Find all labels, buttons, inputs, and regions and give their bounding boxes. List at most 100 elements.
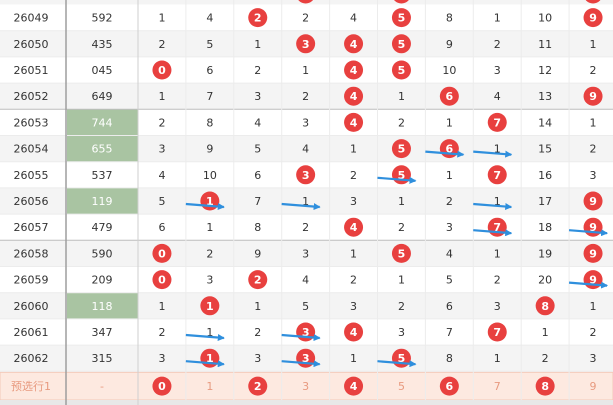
miss-count: 20: [538, 274, 552, 287]
miss-count: 3: [590, 169, 597, 182]
miss-count: 7: [206, 90, 213, 103]
predict-digit: 5: [398, 380, 405, 393]
predict-digit: 7: [494, 380, 501, 393]
ball-number: 4: [350, 38, 358, 51]
trend-arrow: [425, 150, 465, 158]
ball-number: 5: [398, 247, 406, 260]
row-background: [0, 240, 613, 267]
miss-count: 2: [254, 64, 261, 77]
period-label: 26051: [14, 64, 49, 77]
ball-marker: [152, 243, 172, 263]
miss-count: 1: [398, 90, 405, 103]
miss-count: 10: [442, 64, 456, 77]
ball-marker: [487, 165, 507, 185]
miss-count: 3: [158, 143, 165, 156]
ball-marker: [200, 296, 220, 316]
miss-count: 9: [254, 247, 261, 260]
miss-count: 2: [254, 326, 261, 339]
predict-ball-marker: [535, 376, 555, 396]
draw-number: 119: [92, 195, 113, 208]
ball-marker: [391, 8, 411, 28]
miss-count: 3: [590, 352, 597, 365]
miss-count: 8: [446, 12, 453, 25]
miss-count: 1: [398, 274, 405, 287]
predict-ball-marker: [152, 376, 172, 396]
period-label: 26062: [14, 352, 49, 365]
miss-count: 3: [158, 352, 165, 365]
miss-count: 1: [494, 247, 501, 260]
ball-number: 4: [350, 64, 358, 77]
ball-number: 2: [254, 274, 262, 287]
miss-count: 1: [158, 300, 165, 313]
miss-count: 2: [398, 300, 405, 313]
period-label: 26061: [14, 326, 49, 339]
ball-number: 7: [493, 116, 501, 129]
miss-count: 1: [158, 90, 165, 103]
period-label: 26054: [14, 143, 49, 156]
trend-arrow: [568, 229, 609, 237]
draw-number: 347: [92, 326, 113, 339]
draw-number: 479: [92, 221, 113, 234]
draw-number: 649: [92, 90, 113, 103]
ball-marker: [296, 34, 316, 54]
ball-marker: [487, 322, 507, 342]
miss-count: 12: [538, 64, 552, 77]
ball-number: 5: [398, 12, 406, 25]
miss-count: 4: [494, 90, 501, 103]
miss-count: 17: [538, 195, 552, 208]
miss-count: 1: [446, 116, 453, 129]
period-label: 26055: [14, 169, 49, 182]
period-label: 26050: [14, 38, 49, 51]
miss-count: 5: [158, 195, 165, 208]
period-label: 26052: [14, 90, 49, 103]
miss-count: 8: [446, 352, 453, 365]
ball-marker: [583, 191, 603, 211]
miss-count: 3: [254, 352, 261, 365]
miss-count: 1: [350, 247, 357, 260]
ball-number: 5: [398, 352, 406, 365]
ball-number: 0: [158, 64, 166, 77]
ball-number: 1: [206, 352, 214, 365]
miss-count: 13: [538, 90, 552, 103]
row-background: [0, 56, 613, 84]
draw-number: 435: [92, 38, 113, 51]
miss-count: 1: [590, 116, 597, 129]
miss-count: 3: [446, 221, 453, 234]
period-label: 26049: [14, 12, 49, 25]
miss-count: 1: [350, 143, 357, 156]
miss-count: 4: [350, 12, 357, 25]
row-background: [0, 83, 613, 110]
predict-ball-number: 6: [446, 380, 454, 393]
ball-number: 4: [350, 326, 358, 339]
predict-row-background: [0, 371, 613, 401]
miss-count: 5: [446, 274, 453, 287]
ball-number: 9: [589, 274, 597, 287]
predict-digit: 3: [302, 380, 309, 393]
miss-count: 10: [538, 12, 552, 25]
miss-count: 3: [206, 274, 213, 287]
ball-marker: [391, 139, 411, 159]
miss-count: 3: [302, 247, 309, 260]
miss-count: 5: [206, 38, 213, 51]
miss-count: 1: [494, 12, 501, 25]
ball-marker: [583, 86, 603, 106]
ball-number: 3: [302, 326, 310, 339]
miss-count: 2: [350, 169, 357, 182]
predict-label: 预选行1: [11, 380, 51, 393]
ball-marker: [296, 165, 316, 185]
draw-number: 118: [92, 300, 113, 313]
miss-count: 1: [158, 12, 165, 25]
predict-ball-marker: [439, 376, 459, 396]
period-label: 26056: [14, 195, 49, 208]
ball-marker: [344, 217, 364, 237]
miss-count: 1: [542, 326, 549, 339]
row-background: [0, 266, 613, 293]
ball-number: 1: [206, 195, 214, 208]
ball-marker: [344, 112, 364, 132]
ball-marker: [487, 112, 507, 132]
miss-count: 14: [538, 116, 552, 129]
ball-number: 8: [541, 300, 549, 313]
miss-count: 8: [206, 116, 213, 129]
miss-count: 1: [590, 300, 597, 313]
miss-count: 6: [254, 169, 261, 182]
